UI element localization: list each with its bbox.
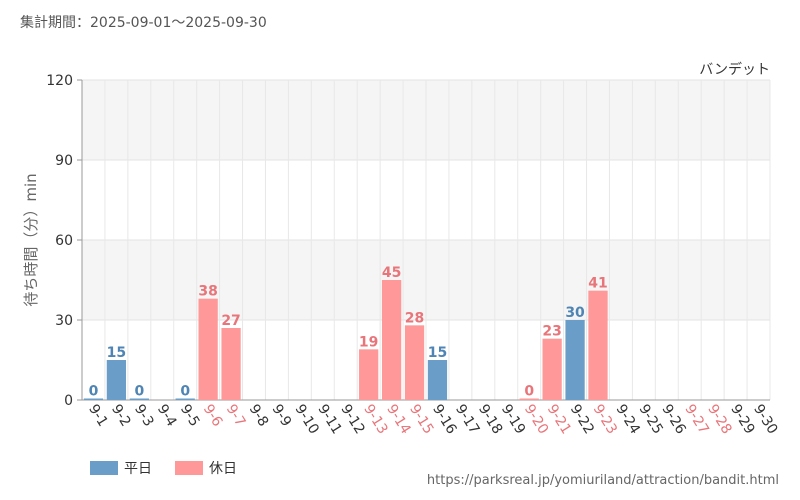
bar-9-1 (83, 398, 104, 400)
bar-9-2 (106, 360, 127, 400)
bar-9-3 (129, 398, 149, 400)
legend-weekday-label: 平日 (124, 461, 152, 477)
x-tick-label-9-5: 9-5 (177, 402, 203, 430)
x-tick-label-9-13: 9-13 (360, 402, 390, 437)
x-tick-label-9-23: 9-23 (590, 402, 620, 437)
x-tick-label-9-15: 9-15 (406, 402, 436, 437)
y-axis-label: 待ち時間（分）min (22, 173, 40, 306)
x-tick-labels: 9-19-29-39-49-59-69-79-89-99-109-119-129… (85, 402, 780, 438)
bar-9-15 (404, 325, 425, 400)
x-tick-label-9-28: 9-28 (704, 402, 734, 437)
y-tick-label: 0 (64, 393, 73, 409)
data-label-9-16: 15 (428, 345, 447, 361)
bar-9-21 (542, 338, 562, 400)
bar-9-5 (175, 398, 195, 400)
x-tick-label-9-27: 9-27 (681, 402, 711, 437)
legend-holiday-label: 休日 (209, 461, 237, 477)
bar-9-13 (359, 349, 379, 400)
x-tick-label-9-20: 9-20 (521, 402, 551, 437)
legend-weekday-swatch (90, 461, 118, 475)
source-url[interactable]: https://parksreal.jp/yomiuriland/attract… (426, 473, 779, 488)
data-label-9-22: 30 (565, 305, 585, 321)
data-label-9-13: 19 (359, 334, 378, 350)
x-tick-label-9-10: 9-10 (291, 402, 321, 437)
x-tick-label-9-17: 9-17 (452, 402, 482, 437)
data-label-9-23: 41 (588, 276, 607, 292)
x-tick-label-9-30: 9-30 (750, 402, 780, 437)
y-tick-label: 120 (46, 73, 73, 89)
legend-holiday-swatch (175, 461, 203, 475)
axes (77, 79, 770, 401)
bar-9-16 (427, 360, 448, 400)
data-label-9-7: 27 (221, 313, 240, 329)
data-label-9-1: 0 (89, 384, 99, 400)
x-tick-label-9-9: 9-9 (269, 402, 295, 430)
data-label-9-3: 0 (134, 384, 144, 400)
legend-weekday: 平日 (90, 458, 152, 478)
x-tick-label-9-29: 9-29 (727, 402, 757, 437)
data-label-9-5: 0 (180, 384, 190, 400)
y-tick-label: 90 (55, 153, 73, 169)
x-tick-label-9-21: 9-21 (544, 402, 574, 437)
x-tick-label-9-18: 9-18 (475, 402, 505, 437)
period-label: 集計期間：2025-09-01〜2025-09-30 (20, 15, 267, 31)
bar-9-6 (198, 298, 218, 400)
bar-9-20 (519, 398, 539, 400)
data-label-9-21: 23 (542, 324, 561, 340)
data-label-9-2: 15 (107, 345, 126, 361)
y-tick-label: 60 (55, 233, 73, 249)
bar-9-23 (588, 290, 608, 400)
y-tick-labels: 0 30 60 90 120 (46, 73, 73, 409)
bar-9-7 (221, 328, 241, 400)
x-tick-label-9-12: 9-12 (337, 402, 367, 437)
y-tick-label: 30 (55, 313, 73, 329)
x-tick-label-9-6: 9-6 (200, 402, 226, 430)
x-tick-label-9-7: 9-7 (223, 402, 249, 430)
x-tick-label-9-22: 9-22 (567, 402, 597, 437)
legend-holiday: 休日 (175, 458, 237, 478)
bar-9-22 (565, 320, 585, 400)
bar-9-14 (381, 280, 402, 400)
x-tick-label-9-4: 9-4 (154, 402, 180, 430)
x-tick-label-9-8: 9-8 (246, 402, 272, 430)
x-tick-label-9-16: 9-16 (429, 402, 459, 438)
x-tick-label-9-14: 9-14 (383, 402, 413, 438)
bars (83, 280, 608, 400)
x-tick-label-9-26: 9-26 (658, 402, 688, 438)
x-tick-label-9-25: 9-25 (635, 402, 665, 437)
x-tick-label-9-24: 9-24 (613, 402, 643, 438)
data-label-9-15: 28 (405, 310, 424, 326)
x-tick-label-9-19: 9-19 (498, 402, 528, 437)
data-label-9-6: 38 (198, 284, 217, 300)
x-tick-label-9-2: 9-2 (108, 402, 134, 430)
data-label-9-14: 45 (382, 265, 401, 281)
x-tick-label-9-3: 9-3 (131, 402, 157, 430)
chart-title: バンデット (699, 61, 770, 78)
data-label-9-20: 0 (524, 384, 534, 400)
x-tick-label-9-1: 9-1 (85, 402, 111, 430)
x-tick-label-9-11: 9-11 (314, 402, 344, 437)
